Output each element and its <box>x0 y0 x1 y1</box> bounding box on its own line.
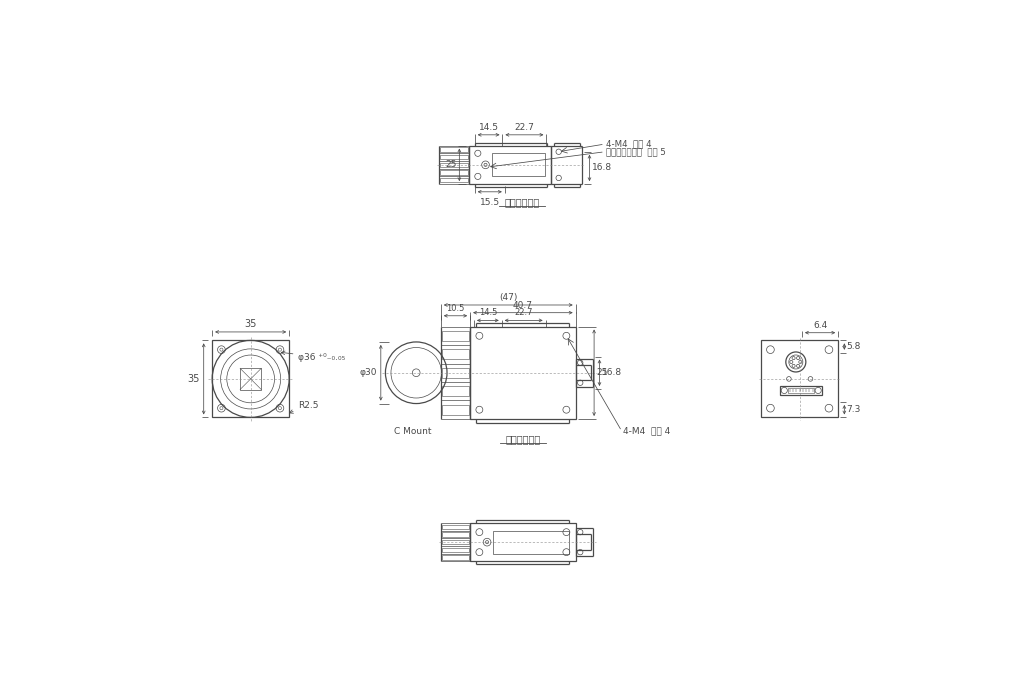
Bar <box>470 326 576 419</box>
Text: φ36 ⁺⁰₋₀.₀₅: φ36 ⁺⁰₋₀.₀₅ <box>281 351 346 362</box>
Bar <box>240 368 262 390</box>
Text: 15.5: 15.5 <box>480 198 500 207</box>
Text: 4-M4  深さ 4: 4-M4 深さ 4 <box>607 139 652 148</box>
Bar <box>440 178 468 183</box>
Bar <box>442 532 470 537</box>
Bar <box>781 386 822 395</box>
Text: 25: 25 <box>445 160 456 169</box>
Text: 16.8: 16.8 <box>592 163 612 172</box>
Text: 16.8: 16.8 <box>602 368 622 377</box>
Bar <box>442 368 470 378</box>
Bar <box>493 531 570 554</box>
Bar <box>442 405 470 415</box>
Bar <box>440 147 468 152</box>
Text: 対面同一形状: 対面同一形状 <box>506 434 541 444</box>
Text: 対面同一形状: 対面同一形状 <box>504 197 540 208</box>
Bar <box>442 349 470 359</box>
Bar <box>442 540 470 545</box>
Bar <box>442 330 470 341</box>
Bar <box>442 524 470 529</box>
Text: C Mount: C Mount <box>393 427 432 436</box>
Bar <box>761 340 838 417</box>
Bar <box>788 388 815 393</box>
Bar <box>491 153 545 176</box>
Bar <box>470 523 576 561</box>
Text: 6.4: 6.4 <box>813 321 827 330</box>
Text: 10.5: 10.5 <box>446 304 465 313</box>
Text: (47): (47) <box>500 293 517 302</box>
Bar <box>440 155 468 160</box>
Text: 14.5: 14.5 <box>479 122 499 132</box>
Text: 5.8: 5.8 <box>847 342 861 351</box>
Bar <box>442 555 470 560</box>
Text: R2.5: R2.5 <box>289 400 319 413</box>
Text: 22.7: 22.7 <box>514 308 533 317</box>
Text: 35: 35 <box>187 374 200 384</box>
Text: 25: 25 <box>596 368 608 377</box>
Bar <box>442 386 470 396</box>
Text: カメラ三脚ネジ  深さ 5: カメラ三脚ネジ 深さ 5 <box>607 147 666 156</box>
Text: 4-M4  深さ 4: 4-M4 深さ 4 <box>623 427 671 436</box>
Text: φ30: φ30 <box>359 368 377 377</box>
Bar <box>442 547 470 552</box>
Bar <box>440 162 468 167</box>
Text: 7.3: 7.3 <box>847 405 861 414</box>
Bar <box>440 170 468 175</box>
Text: 22.7: 22.7 <box>514 122 535 132</box>
Bar <box>212 340 289 417</box>
Text: 35: 35 <box>244 319 256 329</box>
Text: 14.5: 14.5 <box>479 308 497 317</box>
Text: 40.7: 40.7 <box>513 300 533 309</box>
